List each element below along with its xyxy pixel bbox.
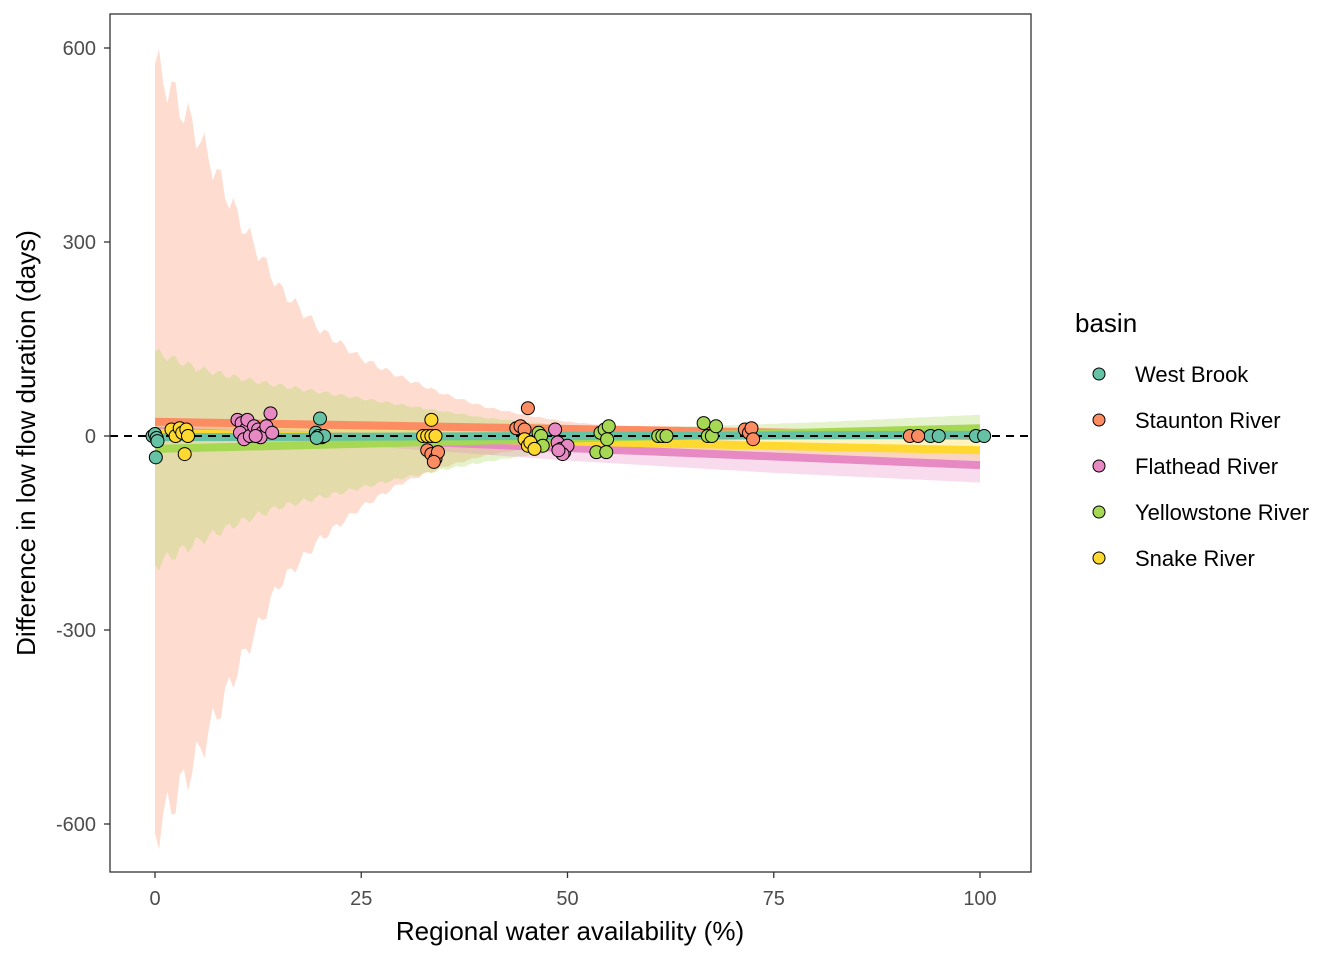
data-point-yellowstone-river	[600, 432, 615, 447]
data-point-yellowstone-river	[696, 416, 711, 431]
ribbon-yellowstone-river	[155, 348, 980, 571]
legend-title: basin	[1075, 308, 1137, 338]
data-point-flathead-river	[551, 443, 566, 458]
legend-key-staunton-river	[1092, 413, 1106, 427]
data-point-flathead-river	[548, 422, 563, 437]
ribbon-staunton-river	[155, 49, 980, 850]
data-point-west-brook	[977, 429, 992, 443]
y-tick-label: -300	[56, 620, 96, 642]
y-tick-label: 300	[63, 232, 96, 254]
y-tick-label: 600	[63, 38, 96, 60]
y-tick-label: -600	[56, 814, 96, 836]
y-axis: 600 300 0 -300 -600	[56, 38, 110, 836]
data-point-snake-river	[428, 429, 443, 443]
legend-label: Staunton River	[1135, 408, 1281, 433]
data-point-snake-river	[424, 412, 439, 427]
legend-label: West Brook	[1135, 362, 1249, 387]
data-point-flathead-river	[263, 406, 278, 421]
data-point-west-brook	[309, 430, 324, 445]
data-point-west-brook	[148, 450, 163, 465]
plot-panel-border	[109, 13, 1032, 873]
points-layer	[145, 401, 992, 469]
legend-key-yellowstone-river	[1092, 505, 1106, 519]
legend-label: Yellowstone River	[1135, 500, 1309, 525]
data-point-yellowstone-river	[709, 419, 723, 434]
data-point-staunton-river	[746, 432, 761, 447]
data-point-snake-river	[177, 447, 192, 462]
x-tick-label: 100	[963, 888, 996, 910]
data-point-yellowstone-river	[601, 419, 616, 434]
legend-label: Flathead River	[1135, 454, 1278, 479]
data-point-west-brook	[150, 434, 165, 449]
y-axis-title: Difference in low flow duration (days)	[11, 230, 41, 656]
legend-key-flathead-river	[1092, 459, 1106, 473]
data-point-yellowstone-river	[599, 445, 614, 460]
data-point-flathead-river	[248, 429, 263, 443]
x-axis-title: Regional water availability (%)	[396, 916, 744, 946]
y-tick-label: 0	[85, 426, 96, 448]
legend-key-west-brook	[1092, 367, 1106, 381]
data-point-snake-river	[527, 441, 542, 456]
x-tick-label: 0	[149, 888, 160, 910]
legend-label: Snake River	[1135, 546, 1255, 571]
legend-key-snake-river	[1092, 551, 1106, 565]
x-tick-label: 75	[763, 888, 785, 910]
data-point-west-brook	[313, 411, 327, 426]
x-tick-label: 50	[556, 888, 578, 910]
legend: basin West Brook Staunton River Flathead R…	[1075, 308, 1309, 571]
data-point-flathead-river	[265, 425, 280, 440]
data-point-snake-river	[181, 429, 195, 443]
data-point-yellowstone-river	[659, 429, 674, 443]
data-point-staunton-river	[520, 401, 535, 416]
data-point-staunton-river	[426, 454, 441, 469]
data-point-west-brook	[931, 429, 946, 443]
data-point-staunton-river	[911, 429, 926, 443]
x-axis: 0 25 50 75 100	[149, 872, 997, 910]
x-tick-label: 25	[350, 888, 372, 910]
